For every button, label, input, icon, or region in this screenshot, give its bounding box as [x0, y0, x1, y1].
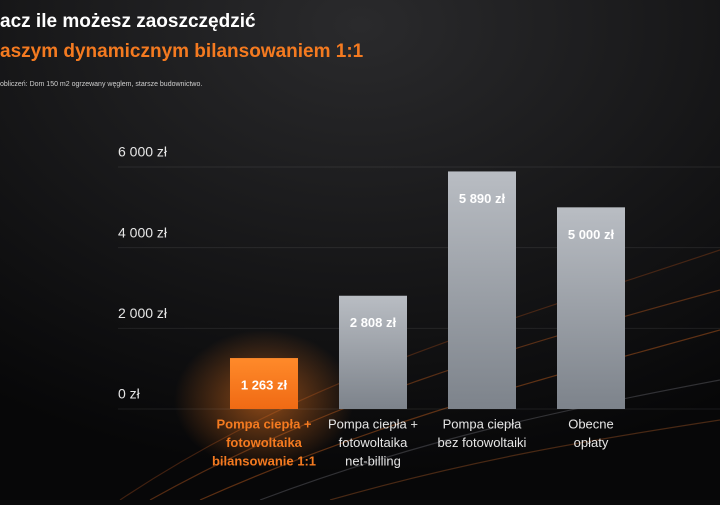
x-tick-label: fotowoltaika — [226, 435, 303, 450]
bar — [339, 295, 407, 409]
value-label: 5 890 zł — [459, 191, 506, 206]
value-label: 1 263 zł — [241, 377, 288, 392]
y-tick-label: 4 000 zł — [118, 224, 168, 240]
x-tick-label: opłaty — [574, 435, 609, 450]
y-tick-label: 2 000 zł — [118, 305, 168, 321]
y-tick-label: 6 000 zł — [118, 144, 168, 160]
x-tick-label: Pompa ciepła + — [216, 416, 311, 431]
value-label: 5 000 zł — [568, 227, 615, 242]
title: acz ile możesz zaoszczędzić — [0, 11, 256, 32]
x-tick-label: fotowoltaika — [339, 435, 408, 450]
x-tick-label: Pompa ciepła + — [328, 416, 418, 431]
value-label: 2 808 zł — [350, 315, 397, 330]
bar — [557, 207, 625, 409]
x-tick-label: bilansowanie 1:1 — [212, 453, 316, 468]
y-tick-label: 0 zł — [118, 386, 141, 402]
x-tick-label: bez fotowoltaiki — [438, 435, 527, 450]
x-tick-label: net-billing — [345, 453, 401, 468]
x-tick-label: Pompa ciepła — [443, 416, 523, 431]
bar — [448, 171, 516, 409]
x-tick-label: Obecne — [568, 416, 614, 431]
bar — [230, 358, 298, 409]
note: obliczeń: Dom 150 m2 ogrzewany węglem, s… — [0, 81, 202, 88]
subtitle: aszym dynamicznym bilansowaniem 1:1 — [0, 41, 364, 62]
